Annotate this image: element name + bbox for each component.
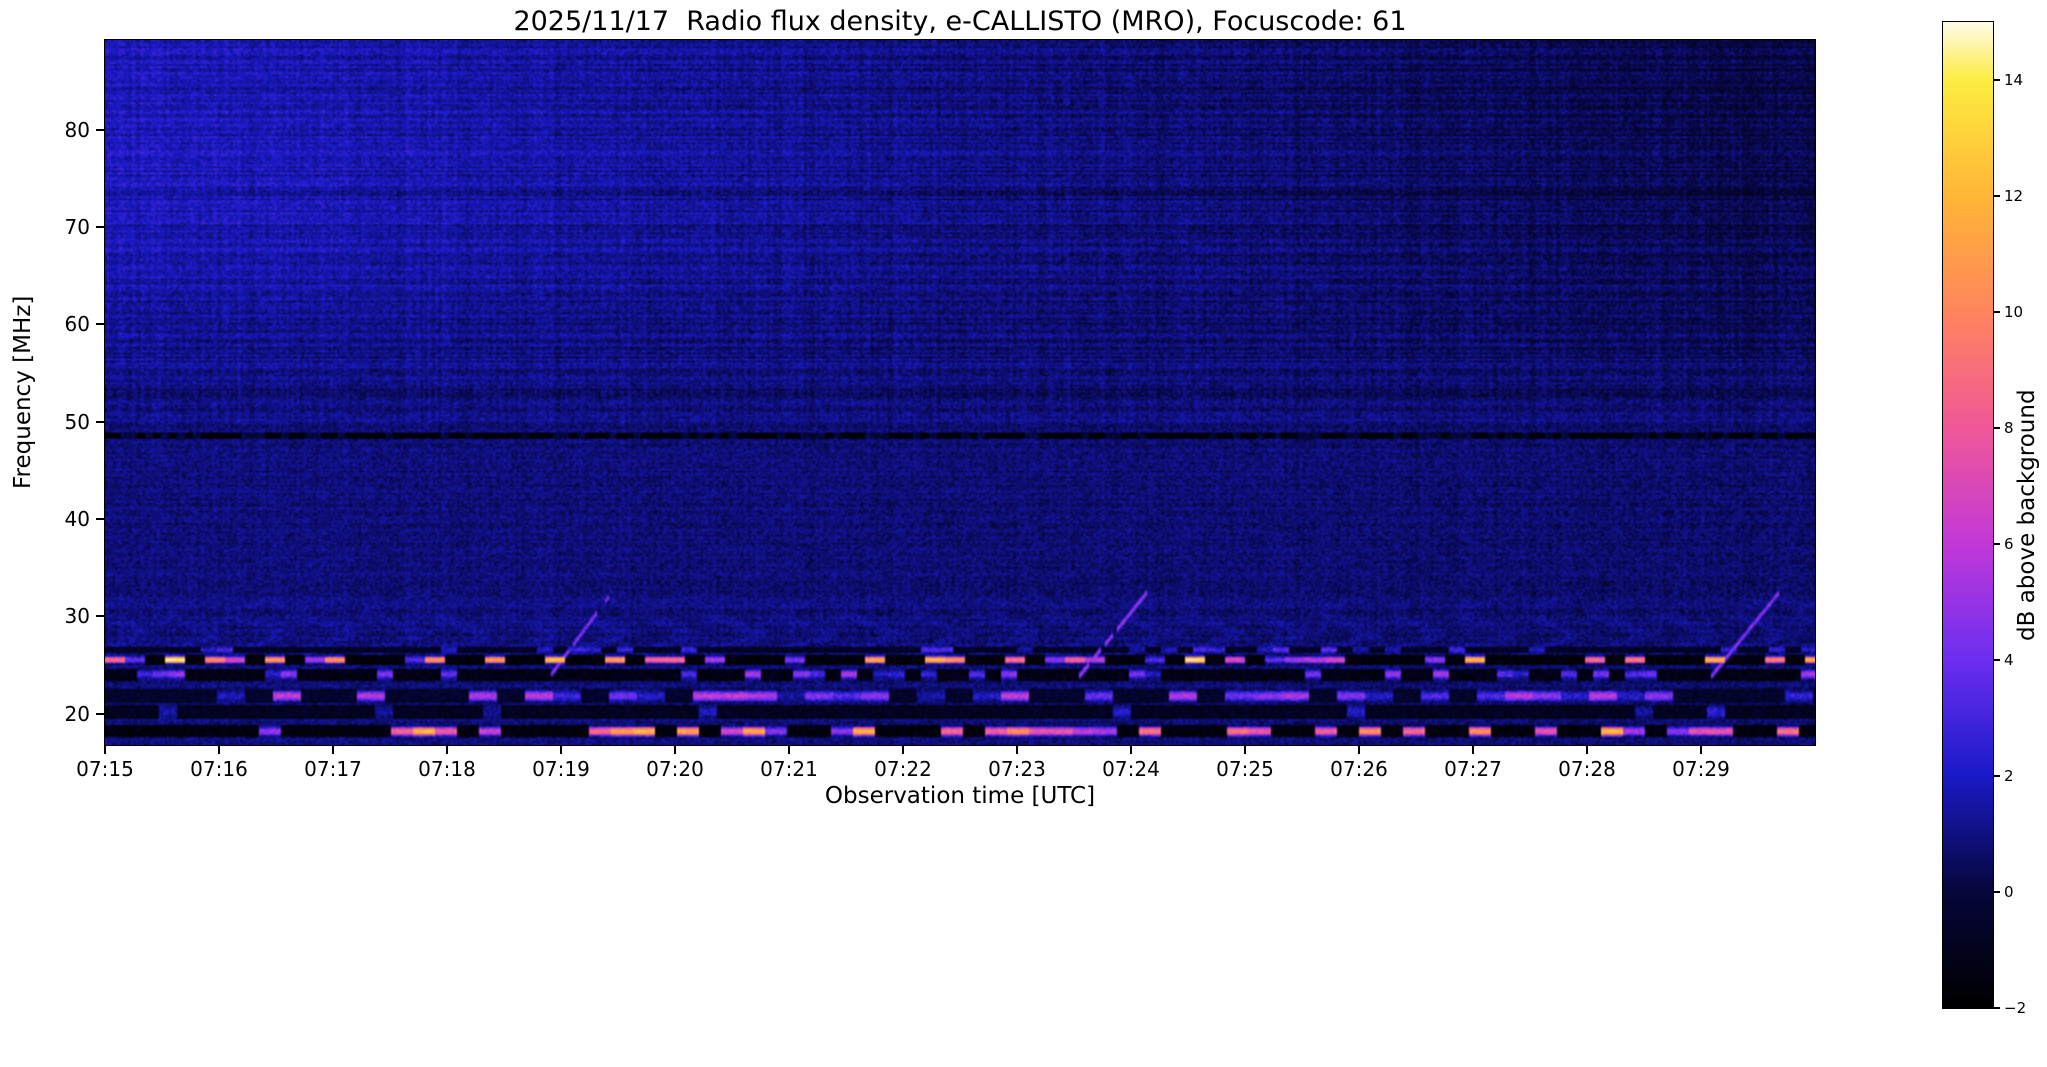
chart-title: 2025/11/17 Radio flux density, e-CALLIST…: [513, 6, 1407, 37]
colorbar-tick-label: 8: [2004, 419, 2014, 437]
y-tick-label: 30: [64, 604, 90, 629]
x-tick-mark: [1472, 746, 1474, 754]
x-tick-label: 07:22: [874, 757, 932, 781]
y-tick-label: 70: [64, 214, 90, 239]
y-tick-mark: [96, 225, 104, 228]
colorbar-tick-mark: [1994, 1007, 2000, 1009]
x-tick-label: 07:17: [304, 757, 362, 781]
y-tick-mark: [96, 323, 104, 326]
y-tick-label: 80: [64, 117, 90, 142]
colorbar-tick-label: 12: [2004, 187, 2024, 205]
y-axis-label: Frequency [MHz]: [10, 295, 36, 490]
x-tick-mark: [104, 746, 106, 754]
spectrogram-canvas: [104, 39, 1816, 746]
x-tick-mark: [560, 746, 562, 754]
x-tick-mark: [674, 746, 676, 754]
x-tick-mark: [1244, 746, 1246, 754]
colorbar-tick-label: 2: [2004, 767, 2014, 785]
y-tick-mark: [96, 615, 104, 618]
x-tick-mark: [1130, 746, 1132, 754]
colorbar-tick-mark: [1994, 311, 2000, 313]
x-tick-mark: [902, 746, 904, 754]
colorbar-tick-mark: [1994, 659, 2000, 661]
y-tick-mark: [96, 518, 104, 521]
x-tick-mark: [1700, 746, 1702, 754]
y-tick-label: 50: [64, 409, 90, 434]
x-tick-label: 07:23: [988, 757, 1046, 781]
x-tick-mark: [788, 746, 790, 754]
colorbar-tick-mark: [1994, 427, 2000, 429]
x-tick-label: 07:29: [1672, 757, 1730, 781]
colorbar-tick-label: 6: [2004, 535, 2014, 553]
colorbar-tick-label: 14: [2004, 71, 2024, 89]
colorbar: [1942, 21, 1994, 1009]
x-tick-mark: [1016, 746, 1018, 754]
x-tick-label: 07:19: [532, 757, 590, 781]
x-tick-label: 07:26: [1330, 757, 1388, 781]
x-tick-label: 07:20: [646, 757, 704, 781]
colorbar-tick-label: 0: [2004, 883, 2014, 901]
x-tick-label: 07:21: [760, 757, 818, 781]
colorbar-tick-label: 4: [2004, 651, 2014, 669]
colorbar-tick-mark: [1994, 891, 2000, 893]
x-tick-label: 07:27: [1444, 757, 1502, 781]
colorbar-tick-label: 10: [2004, 303, 2024, 321]
x-tick-mark: [332, 746, 334, 754]
x-tick-label: 07:25: [1216, 757, 1274, 781]
y-tick-mark: [96, 420, 104, 423]
colorbar-tick-mark: [1994, 79, 2000, 81]
x-tick-mark: [1358, 746, 1360, 754]
colorbar-tick-mark: [1994, 775, 2000, 777]
x-tick-label: 07:24: [1102, 757, 1160, 781]
colorbar-tick-mark: [1994, 195, 2000, 197]
y-tick-label: 60: [64, 312, 90, 337]
x-tick-label: 07:18: [418, 757, 476, 781]
y-tick-mark: [96, 128, 104, 131]
y-tick-label: 40: [64, 507, 90, 532]
x-tick-label: 07:15: [76, 757, 134, 781]
x-tick-label: 07:28: [1558, 757, 1616, 781]
x-axis-label: Observation time [UTC]: [824, 783, 1096, 809]
colorbar-label: dB above background: [2014, 389, 2040, 641]
y-tick-mark: [96, 712, 104, 715]
x-tick-mark: [218, 746, 220, 754]
x-tick-mark: [1586, 746, 1588, 754]
x-tick-label: 07:16: [190, 757, 248, 781]
y-tick-label: 20: [64, 701, 90, 726]
colorbar-tick-label: −2: [2004, 999, 2027, 1017]
x-tick-mark: [446, 746, 448, 754]
colorbar-tick-mark: [1994, 543, 2000, 545]
